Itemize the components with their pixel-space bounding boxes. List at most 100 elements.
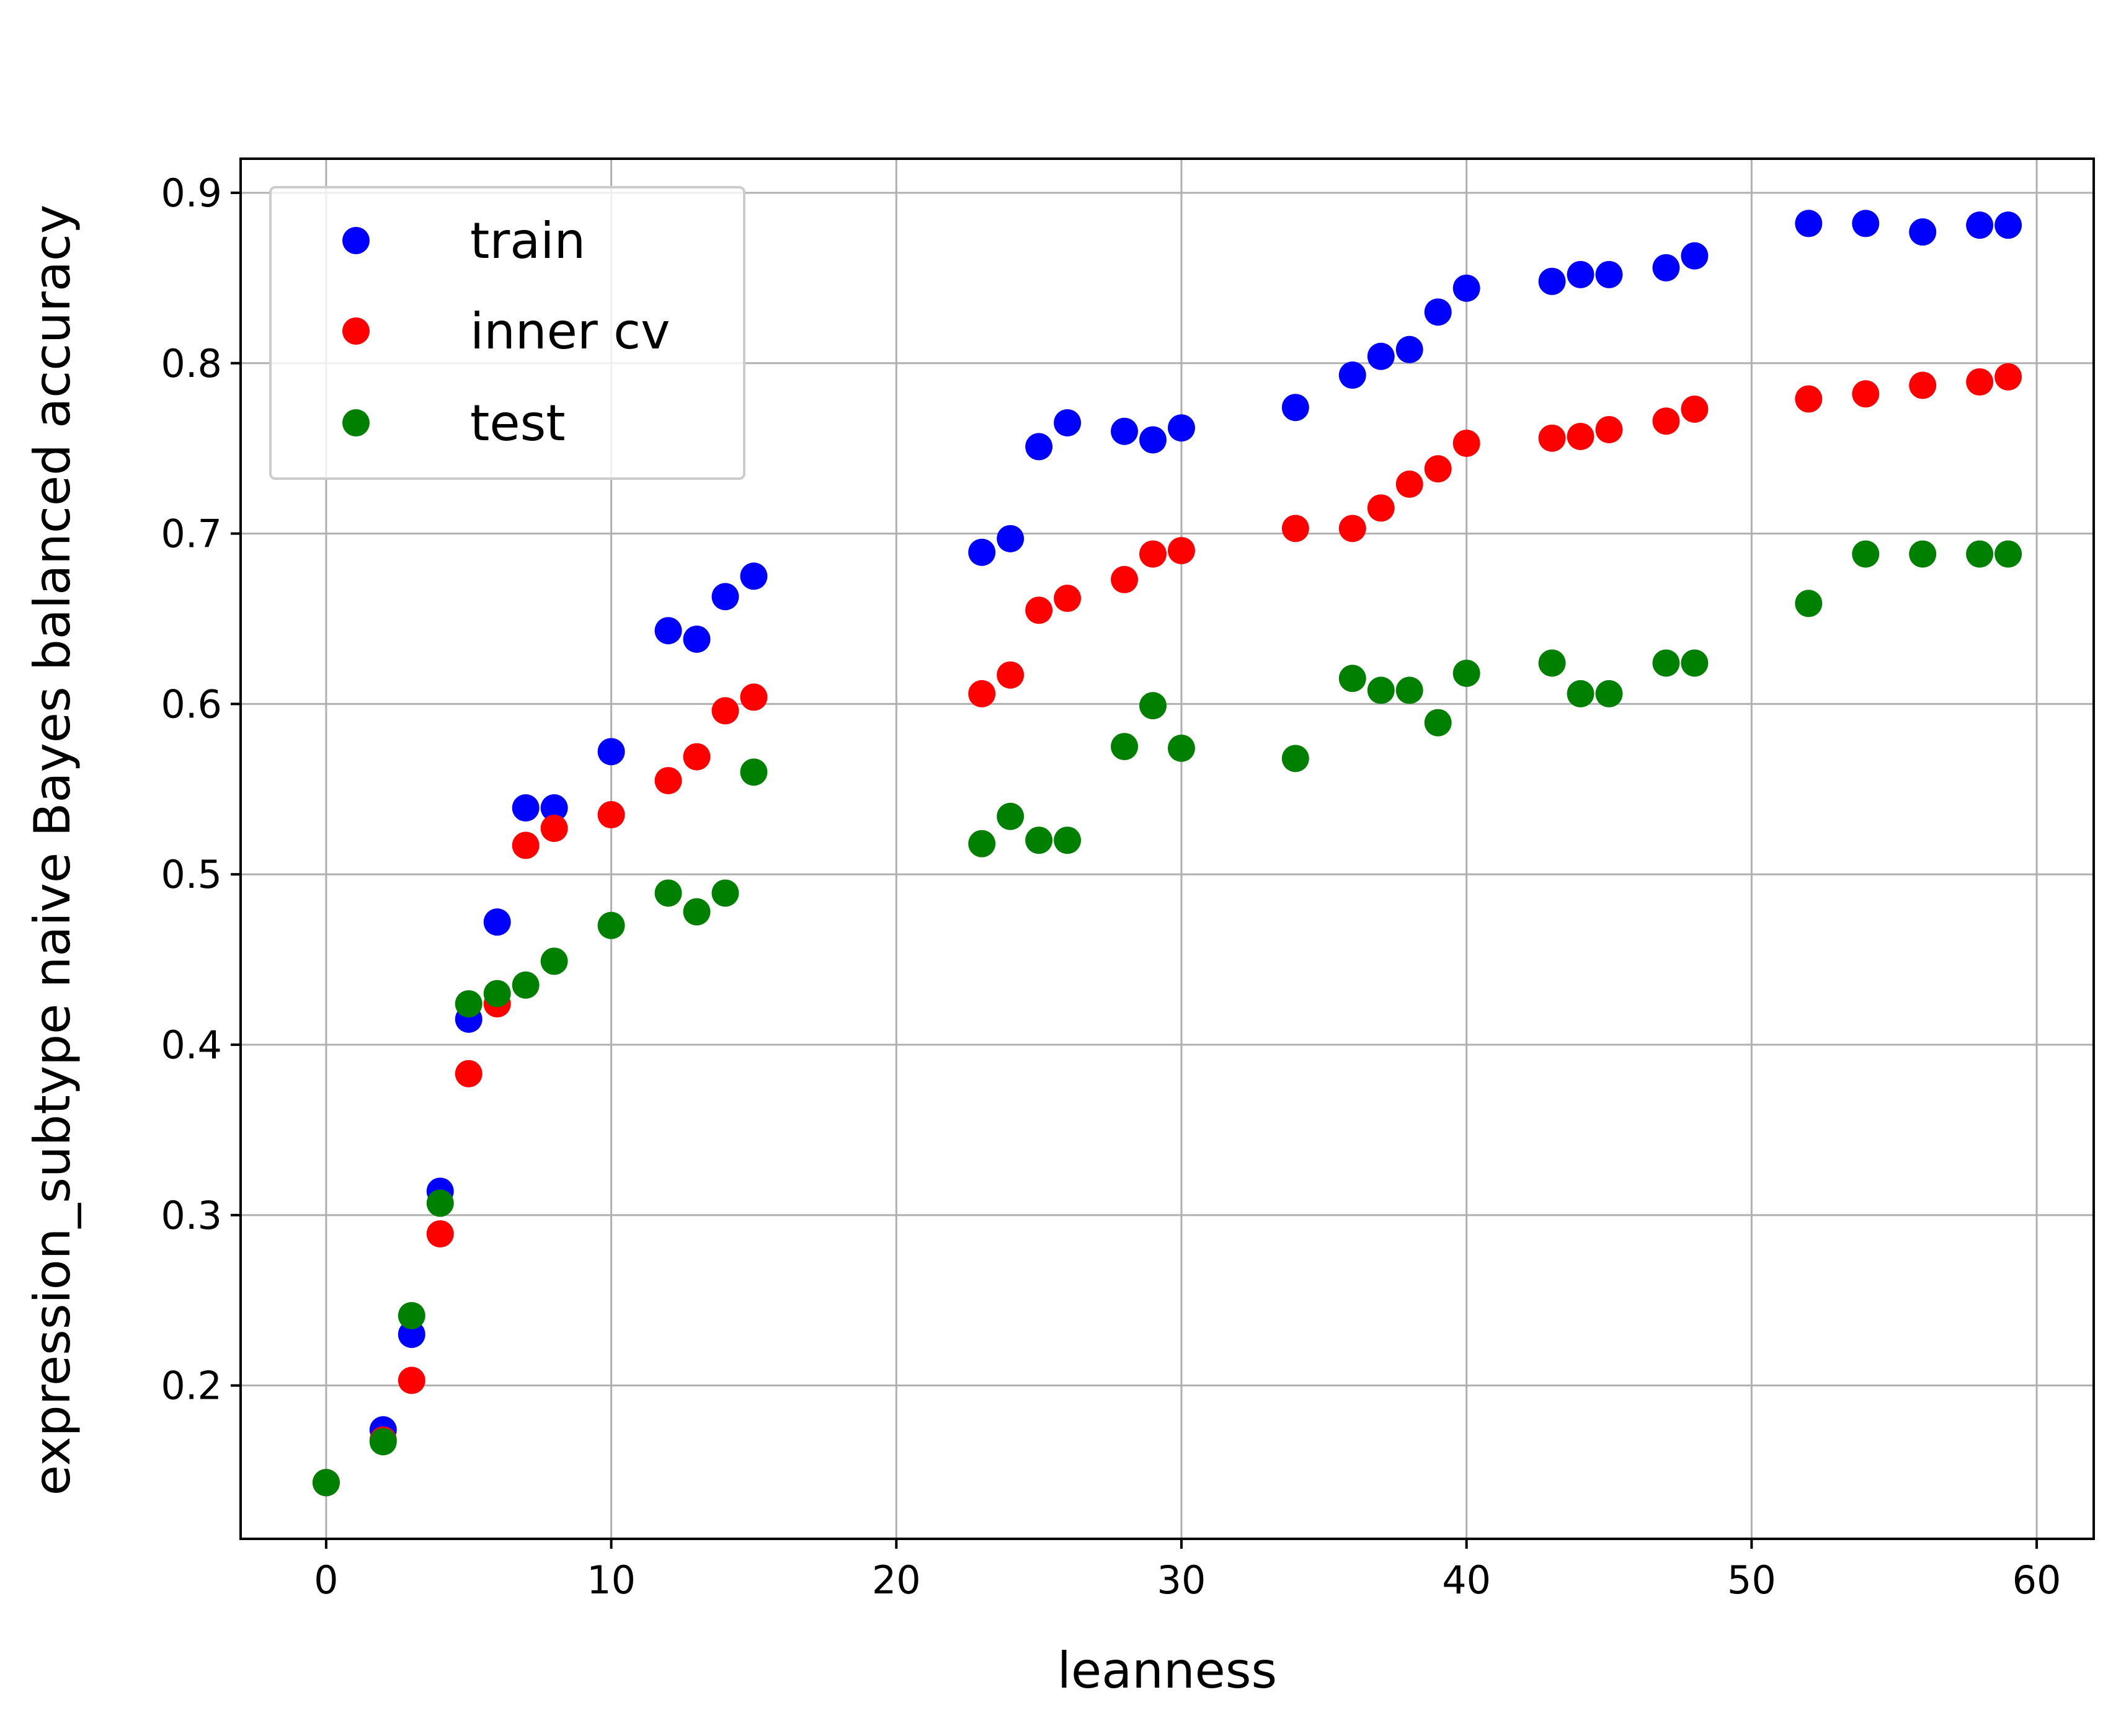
point-inner-cv xyxy=(1424,455,1452,483)
point-test xyxy=(740,758,768,786)
point-train xyxy=(1909,218,1937,246)
point-test xyxy=(1681,649,1709,677)
point-test xyxy=(1966,540,1994,568)
point-train xyxy=(1139,426,1167,454)
point-train xyxy=(1452,274,1480,302)
point-test xyxy=(1567,680,1594,707)
point-test xyxy=(1111,733,1139,761)
point-test xyxy=(483,980,511,1008)
x-tick-label: 30 xyxy=(1157,1557,1206,1603)
y-tick-label: 0.5 xyxy=(161,852,222,897)
point-inner-cv xyxy=(1795,385,1823,413)
point-inner-cv xyxy=(683,743,711,771)
point-inner-cv xyxy=(1681,395,1709,423)
y-axis-title: expression_subtype naive Bayes balanced … xyxy=(24,205,81,1495)
point-test xyxy=(654,879,682,907)
y-tick-label: 0.9 xyxy=(161,170,222,216)
x-tick-label: 20 xyxy=(872,1557,921,1603)
point-test xyxy=(1652,649,1680,677)
point-test xyxy=(398,1301,425,1329)
point-inner-cv xyxy=(597,801,625,829)
point-train xyxy=(1338,361,1366,389)
point-inner-cv xyxy=(455,1060,482,1087)
point-inner-cv xyxy=(1966,368,1994,396)
point-train xyxy=(1595,260,1623,288)
point-train xyxy=(968,538,996,566)
point-train xyxy=(1054,409,1082,436)
point-train xyxy=(683,625,711,653)
point-inner-cv xyxy=(1595,415,1623,443)
point-test xyxy=(1852,540,1880,568)
point-inner-cv xyxy=(1281,515,1309,542)
point-test xyxy=(1595,680,1623,707)
plot-frame xyxy=(239,157,2095,1540)
point-test xyxy=(1025,826,1053,854)
point-inner-cv xyxy=(997,661,1025,689)
point-inner-cv xyxy=(1111,565,1139,593)
point-train xyxy=(1994,211,2022,239)
point-test xyxy=(997,802,1025,830)
point-train xyxy=(1111,417,1139,445)
point-inner-cv xyxy=(1367,494,1395,522)
point-test xyxy=(426,1189,454,1217)
legend-box xyxy=(269,186,745,480)
point-train xyxy=(1367,342,1395,370)
point-train xyxy=(1681,242,1709,270)
point-inner-cv xyxy=(1994,363,2022,391)
point-inner-cv xyxy=(1909,371,1937,399)
point-test xyxy=(1338,665,1366,693)
point-train xyxy=(1966,211,1994,239)
point-inner-cv xyxy=(1139,540,1167,568)
point-test xyxy=(1452,659,1480,687)
point-train xyxy=(597,738,625,766)
point-test xyxy=(1367,676,1395,704)
y-tick-label: 0.7 xyxy=(161,512,222,557)
point-train xyxy=(740,562,768,590)
point-train xyxy=(540,794,568,822)
axis-ticks: 0 10 20 30 40 50 60 0.2 0.3 0.4 0.5 0.6 0.7 0.8 0.9 xyxy=(161,170,2061,1603)
legend: train inner cv test xyxy=(269,186,745,480)
point-inner-cv xyxy=(1538,424,1566,452)
point-train xyxy=(483,908,511,936)
legend-marker-train xyxy=(342,227,370,254)
point-inner-cv xyxy=(1452,429,1480,457)
point-train xyxy=(711,583,739,611)
point-train xyxy=(1795,210,1823,237)
point-inner-cv xyxy=(740,683,768,711)
point-test xyxy=(1167,734,1195,762)
point-test xyxy=(1424,709,1452,737)
point-inner-cv xyxy=(398,1366,425,1394)
x-tick-label: 50 xyxy=(1727,1557,1776,1603)
point-train xyxy=(654,617,682,645)
point-test xyxy=(312,1469,340,1497)
point-inner-cv xyxy=(1652,407,1680,435)
point-inner-cv xyxy=(1025,596,1053,624)
point-train xyxy=(1852,210,1880,237)
point-test xyxy=(455,990,482,1018)
point-train xyxy=(1167,414,1195,442)
point-test xyxy=(597,911,625,939)
point-inner-cv xyxy=(512,831,540,859)
point-inner-cv xyxy=(1167,537,1195,565)
point-inner-cv xyxy=(1395,470,1423,498)
point-test xyxy=(1281,745,1309,773)
point-inner-cv xyxy=(654,767,682,795)
point-test xyxy=(1054,826,1082,854)
legend-label-inner-cv: inner cv xyxy=(470,303,670,360)
x-tick-label: 40 xyxy=(1442,1557,1491,1603)
point-test xyxy=(711,879,739,907)
x-axis-title: leanness xyxy=(1057,1642,1277,1699)
legend-marker-inner-cv xyxy=(342,317,370,345)
point-test xyxy=(540,947,568,975)
point-train xyxy=(1025,433,1053,461)
point-train xyxy=(1281,394,1309,422)
x-tick-label: 60 xyxy=(2012,1557,2061,1603)
point-inner-cv xyxy=(540,815,568,843)
point-test xyxy=(1994,540,2022,568)
point-train xyxy=(398,1321,425,1348)
point-test xyxy=(369,1428,397,1456)
point-train xyxy=(997,525,1025,552)
point-test xyxy=(1909,540,1937,568)
